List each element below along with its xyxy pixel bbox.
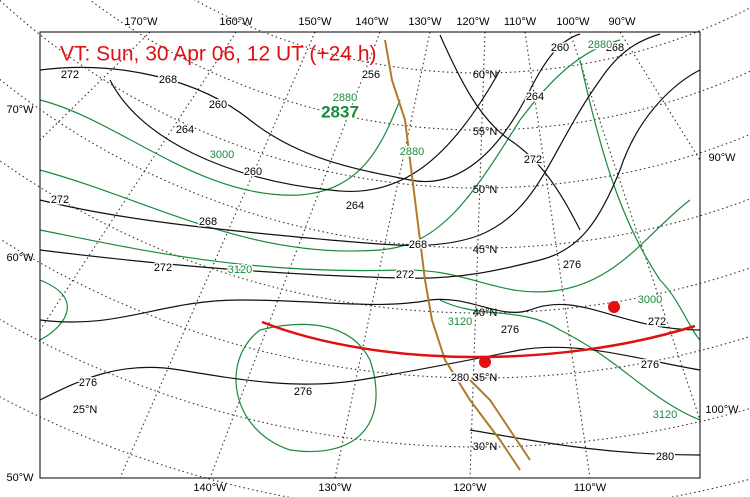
longitude-label: 130°W [318, 482, 352, 494]
contour-label: 276 [294, 386, 312, 398]
longitude-label: 170°W [124, 16, 158, 28]
contour-label: 264 [526, 91, 544, 103]
latitude-label: 45°N [473, 244, 498, 256]
latitude-label: 55°N [473, 126, 498, 138]
latitude-label: 50°N [473, 184, 498, 196]
longitude-label: 90°W [608, 16, 636, 28]
cross-section-line [261, 320, 696, 359]
contour-label: 3000 [210, 149, 234, 161]
green-contours [39, 39, 701, 452]
edge-label: 90°W [708, 152, 736, 164]
latitude-label: 25°N [73, 404, 98, 416]
longitude-label: 100°W [556, 16, 590, 28]
contour-label: 260 [551, 42, 569, 54]
title: VT: Sun, 30 Apr 06, 12 UT (+24 h) [60, 43, 377, 66]
edge-label: 60°W [6, 252, 34, 264]
contour-label: 280 [656, 451, 674, 463]
contour-label: 3120 [653, 409, 677, 421]
contour-label: 272 [524, 154, 542, 166]
latitude-label: 60°N [473, 69, 498, 81]
latitude-label: 40°N [473, 307, 498, 319]
contour-label: 3000 [638, 294, 662, 306]
contour-label: 276 [563, 259, 581, 271]
contour-label: 264 [176, 124, 194, 136]
contour-label: 2837 [321, 102, 359, 121]
contour-label: 276 [79, 377, 97, 389]
cross-section-point [608, 301, 620, 313]
longitude-label: 110°W [504, 16, 537, 28]
contour-label: 264 [346, 200, 364, 212]
coastline [384, 39, 521, 471]
longitude-label: 130°W [408, 16, 442, 28]
longitude-label: 120°W [453, 482, 487, 494]
contour-label: 268 [159, 74, 177, 86]
coastline [469, 379, 531, 461]
contour-label: 2880 [400, 146, 424, 158]
contour-label: 260 [209, 99, 227, 111]
contour-label: 3120 [448, 316, 472, 328]
contour-label: 256 [362, 69, 380, 81]
edge-label: 50°W [6, 472, 34, 484]
contour-label: 268 [409, 239, 427, 251]
contour-label: 272 [61, 69, 79, 81]
contour-label: 2880 [333, 92, 357, 104]
contour-label: 3120 [228, 264, 252, 276]
contour-label: 268 [606, 42, 624, 54]
contour-label: 260 [244, 166, 262, 178]
longitude-label: 140°W [193, 482, 227, 494]
cross-section-point [479, 356, 491, 368]
black-contours [39, 33, 701, 456]
contour-label: 280 [451, 372, 469, 384]
edge-label: 70°W [6, 104, 34, 116]
contour-label: 272 [154, 262, 172, 274]
map-frame [39, 31, 701, 479]
contour-label: 268 [199, 216, 217, 228]
longitude-label: 160°W [219, 16, 253, 28]
contour-label: 272 [51, 194, 69, 206]
longitude-label: 140°W [355, 16, 389, 28]
longitude-label: 150°W [298, 16, 332, 28]
longitude-label: 120°W [456, 16, 490, 28]
contour-label: 272 [396, 269, 414, 281]
contour-label: 272 [648, 316, 666, 328]
contour-label: 276 [501, 324, 519, 336]
edge-label: 100°W [705, 404, 739, 416]
latitude-label: 30°N [473, 441, 498, 453]
contour-label: 2880 [588, 39, 612, 51]
contour-label: 276 [641, 359, 659, 371]
latitude-label: 35°N [473, 372, 498, 384]
longitude-label: 110°W [574, 482, 607, 494]
